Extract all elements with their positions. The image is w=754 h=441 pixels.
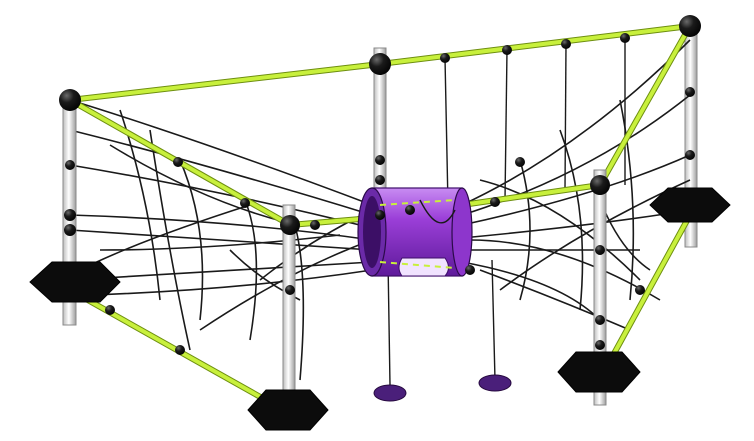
connector-top-center	[369, 53, 391, 75]
disc-left	[373, 384, 407, 402]
top-beams	[67, 23, 693, 103]
base-right-back	[649, 187, 731, 223]
beam-bottom-right	[603, 213, 692, 372]
rope-net-right	[461, 39, 691, 331]
tunnel-window	[398, 257, 449, 277]
hanging-discs	[373, 374, 512, 402]
connector-top-right	[679, 15, 701, 37]
base-front-center	[247, 389, 329, 431]
tunnel-right-rim	[451, 187, 473, 277]
tunnel	[357, 187, 473, 277]
hanging-ropes	[387, 38, 626, 386]
rope-net-left	[69, 99, 373, 381]
bases	[29, 187, 731, 431]
disc-right	[478, 374, 512, 392]
beam-bottom-left	[68, 288, 282, 410]
beam-tunnel-right	[460, 183, 602, 207]
connector-top-left	[59, 89, 81, 111]
base-left	[29, 261, 121, 303]
connectors	[59, 15, 701, 355]
beam-diagonal-right	[598, 24, 692, 187]
base-right-front	[557, 351, 641, 393]
